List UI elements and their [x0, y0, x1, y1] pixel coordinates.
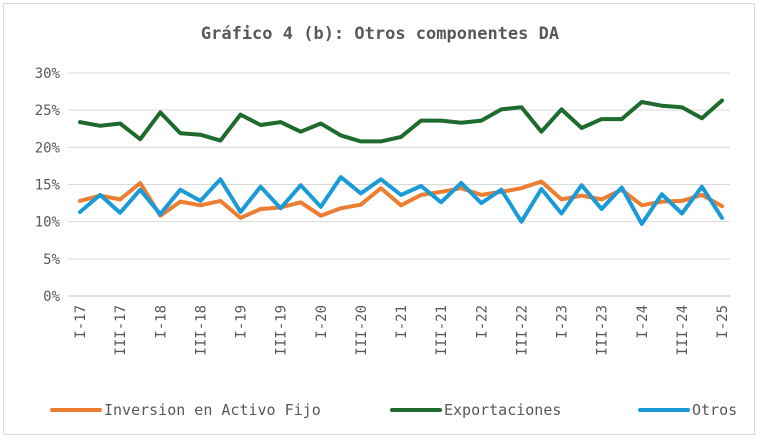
x-tick-label: III-24	[675, 305, 691, 356]
x-tick-label: III-20	[354, 305, 370, 356]
x-tick-label: III-23	[595, 305, 611, 356]
y-tick-label: 25%	[35, 103, 61, 119]
x-tick-label: I-18	[153, 305, 169, 339]
series-line-1	[78, 179, 724, 220]
y-tick-label: 10%	[35, 215, 61, 231]
y-tick-label: 20%	[35, 140, 61, 156]
x-tick-label: I-24	[635, 305, 651, 339]
chart-frame	[3, 3, 755, 435]
series-lines	[78, 98, 724, 226]
series-line-2	[78, 98, 724, 144]
x-tick-label: I-19	[234, 305, 250, 339]
x-tick-label: I-23	[555, 305, 571, 339]
legend-label: Otros	[692, 401, 737, 419]
x-tick-label: I-21	[394, 305, 410, 339]
x-tick-label: III-17	[113, 305, 129, 356]
x-tick-label: III-22	[514, 305, 530, 356]
x-tick-label: III-21	[434, 305, 450, 356]
x-tick-label: III-18	[193, 305, 209, 356]
x-tick-label: III-19	[274, 305, 290, 356]
x-tick-label: I-22	[474, 305, 490, 339]
legend-label: Exportaciones	[444, 401, 561, 419]
y-tick-label: 5%	[43, 252, 60, 268]
gridlines	[68, 72, 730, 297]
x-tick-label: I-20	[314, 305, 330, 339]
y-tick-label: 30%	[35, 66, 61, 82]
x-tick-label: I-25	[715, 305, 731, 339]
y-tick-label: 15%	[35, 178, 61, 194]
y-axis-ticks: 0% 5% 10% 15% 20% 25% 30%	[35, 66, 61, 305]
x-axis-ticks: I-17 III-17 I-18 III-18 I-19 III-19 I-20 III-20…	[73, 305, 731, 356]
series-line-3	[78, 175, 724, 226]
x-tick-label: I-17	[73, 305, 89, 339]
legend-label: Inversion en Activo Fijo	[104, 401, 321, 419]
chart-title: Gráfico 4 (b): Otros componentes DA	[201, 24, 559, 44]
y-tick-label: 0%	[43, 289, 60, 305]
legend: Inversion en Activo Fijo Exportaciones Otr…	[50, 401, 737, 419]
